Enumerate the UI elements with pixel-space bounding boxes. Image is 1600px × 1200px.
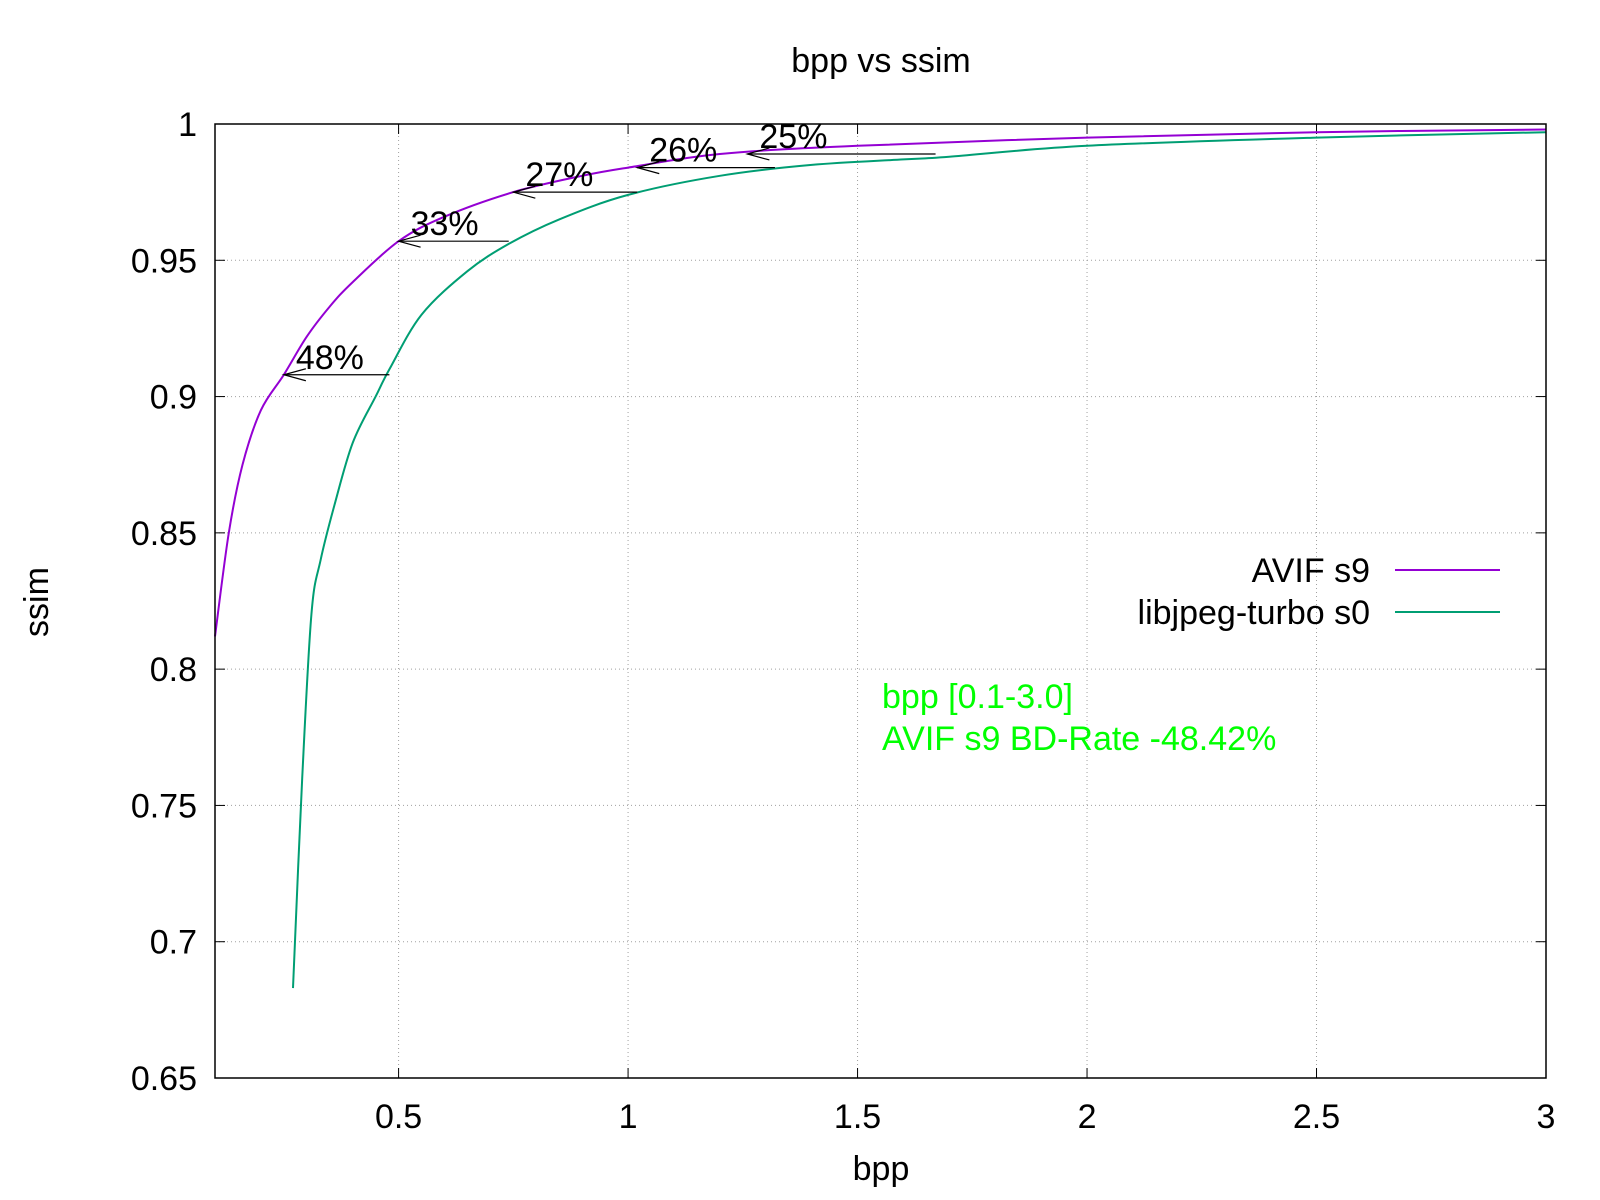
legend-label-1: libjpeg-turbo s0 <box>1138 594 1370 632</box>
bd-arrow-head <box>745 147 770 161</box>
chart-title: bpp vs ssim <box>791 42 971 80</box>
plot-frame <box>214 123 1547 1079</box>
bd-percent-label: 33% <box>411 205 479 243</box>
x-tick-label: 1 <box>619 1098 638 1136</box>
bd-arrow-head <box>634 161 660 175</box>
y-tick-label: 0.7 <box>150 924 197 962</box>
series-line-0 <box>214 128 1547 637</box>
series-group <box>214 128 1547 989</box>
x-tick-label: 2 <box>1078 1098 1097 1136</box>
legend: AVIF s9 libjpeg-turbo s0 <box>1138 552 1500 632</box>
bd-rate-annotation: bpp [0.1-3.0] AVIF s9 BD-Rate -48.42% <box>882 678 1276 758</box>
y-tick-label: 0.65 <box>131 1060 197 1098</box>
y-tick-label: 1 <box>178 106 197 144</box>
y-tick-label: 0.9 <box>150 379 197 417</box>
y-tick-label: 0.8 <box>150 651 197 689</box>
annotation-line: bpp [0.1-3.0] <box>882 678 1073 716</box>
annotation-line: AVIF s9 BD-Rate -48.42% <box>882 720 1276 758</box>
x-tick-label: 1.5 <box>834 1098 881 1136</box>
series-line-1 <box>292 131 1547 989</box>
y-axis-label: ssim <box>18 567 56 637</box>
x-axis-label: bpp <box>853 1150 910 1188</box>
bd-arrow-head <box>511 185 536 199</box>
bd-arrow-head <box>281 368 307 382</box>
legend-label-0: AVIF s9 <box>1252 552 1370 590</box>
bd-percent-label: 48% <box>296 339 364 377</box>
bd-percent-label: 27% <box>525 156 593 194</box>
x-tick-label: 2.5 <box>1293 1098 1340 1136</box>
x-tick-label: 3 <box>1537 1098 1556 1136</box>
bd-arrow-head <box>396 234 421 248</box>
grid <box>215 124 1546 1078</box>
bd-percent-label: 26% <box>649 132 717 170</box>
ticks: 0.5 1 1.5 2 2.5 3 0.65 0.7 0.75 0.8 0.85 0.9 0.95 1 <box>131 106 1556 1136</box>
y-tick-label: 0.75 <box>131 787 197 825</box>
y-tick-label: 0.95 <box>131 242 197 280</box>
x-tick-label: 0.5 <box>375 1098 422 1136</box>
y-tick-label: 0.85 <box>131 515 197 553</box>
